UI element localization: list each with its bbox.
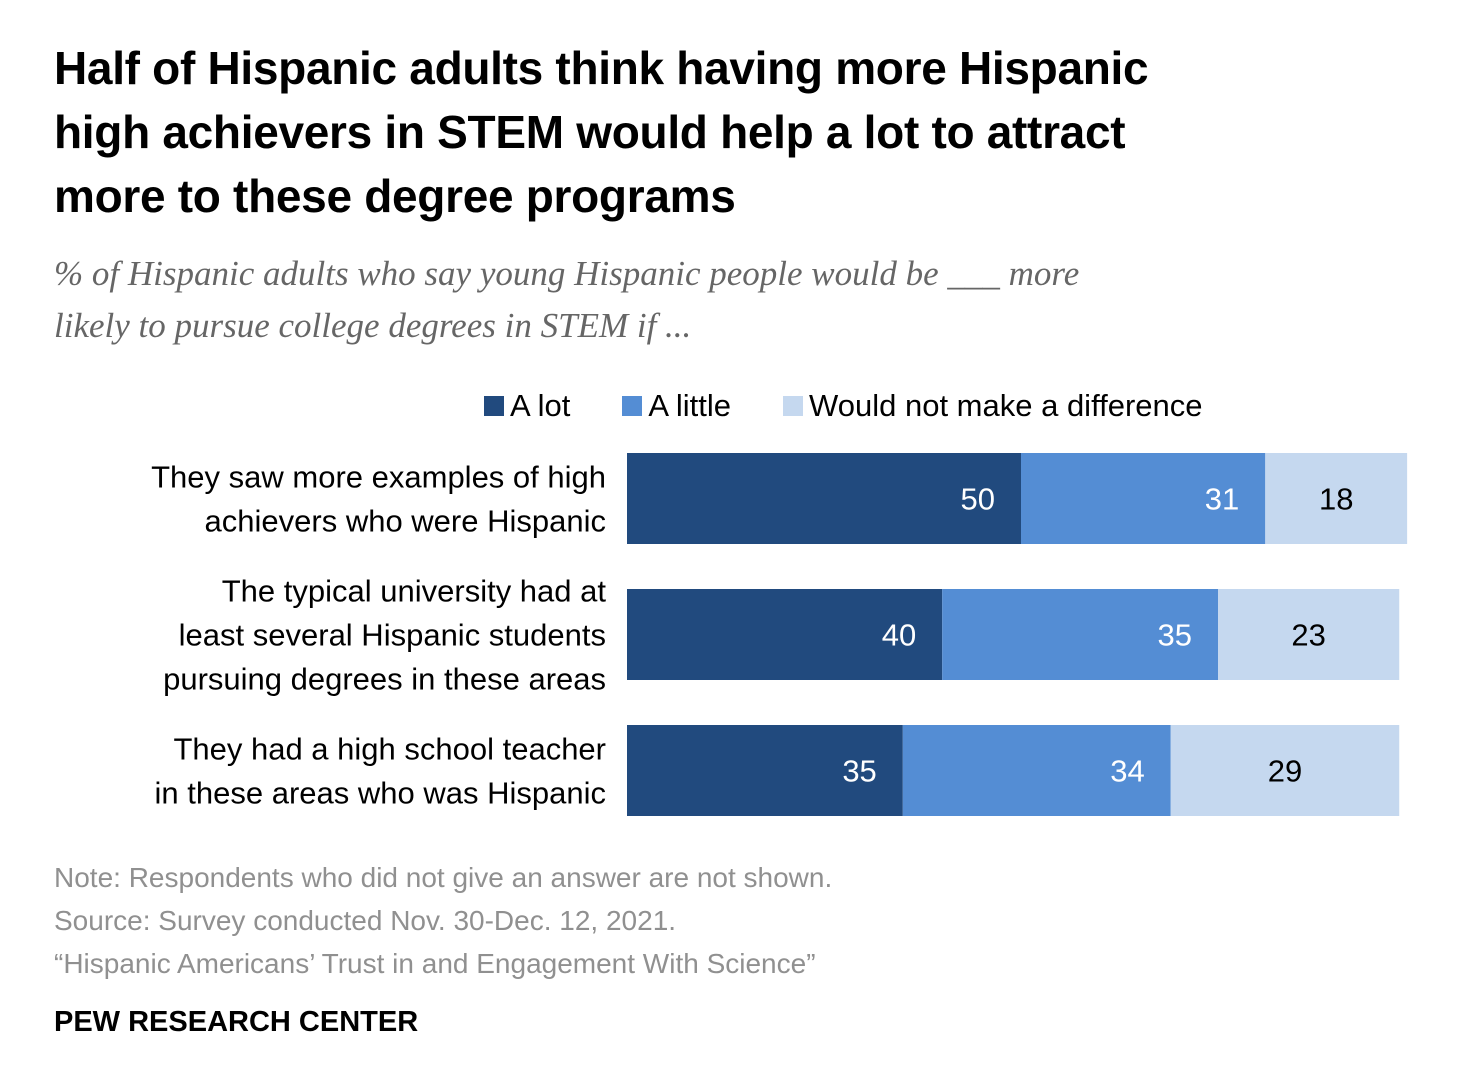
title-line: Half of Hispanic adults think having mor… [54,42,1149,94]
bar-segment-a-little [902,725,1171,816]
legend-label: A lot [510,388,571,423]
bar-row: They had a high school teacher in these a… [155,725,1400,816]
title-line: high achievers in STEM would help a lot … [54,106,1126,158]
category-label: They had a high school teacher in these a… [155,732,606,811]
legend-item-a-little: A little [622,388,731,424]
category-label: The typical university had at least sever… [163,574,606,697]
source-text: Source: Survey conducted Nov. 30-Dec. 12… [54,905,677,936]
legend-item-no-difference: Would not make a difference [783,388,1203,424]
footer-notes: Note: Respondents who did not give an an… [54,856,832,985]
legend-swatch-a-little [622,396,643,416]
data-label: 35 [842,754,876,789]
chart-title: Half of Hispanic adults think having mor… [54,36,1394,228]
data-label: 50 [961,482,995,517]
subtitle-line: likely to pursue college degrees in STEM… [54,306,692,345]
bar-segment-would-not-make-a-difference [1170,725,1400,816]
bar-row: They saw more examples of high achievers … [151,453,1408,544]
report-title: “Hispanic Americans’ Trust in and Engage… [54,948,816,979]
bar-segment-a-lot [627,725,903,816]
legend-swatch-a-lot [484,396,504,416]
note-text: Note: Respondents who did not give an an… [54,862,833,893]
data-label: 29 [1268,754,1302,789]
bar-segment-a-little [1021,453,1266,544]
bar-segment-would-not-make-a-difference [1265,453,1408,544]
data-label: 34 [1110,754,1144,789]
subtitle-line: % of Hispanic adults who say young Hispa… [54,254,1080,293]
bar-row: The typical university had at least sever… [163,574,1400,697]
legend-item-a-lot: A lot [484,388,570,424]
data-label: 35 [1158,618,1192,653]
bar-segment-a-little [942,589,1218,680]
category-label: They saw more examples of high achievers … [151,460,606,539]
title-line: more to these degree programs [54,170,736,222]
data-label: 18 [1319,482,1353,517]
bar-segment-a-lot [627,589,943,680]
pew-logo-text: PEW RESEARCH CENTER [54,1006,419,1038]
legend-swatch-no-difference [783,396,804,416]
data-label: 31 [1205,482,1239,517]
legend-label: Would not make a difference [809,388,1203,423]
legend: A lot A little Would not make a differen… [484,386,1203,426]
legend-label: A little [648,388,732,423]
bar-segment-would-not-make-a-difference [1218,589,1400,680]
data-label: 23 [1291,618,1325,653]
chart-subtitle: % of Hispanic adults who say young Hispa… [54,248,1394,352]
data-label: 40 [882,618,916,653]
bar-segment-a-lot [627,453,1021,544]
